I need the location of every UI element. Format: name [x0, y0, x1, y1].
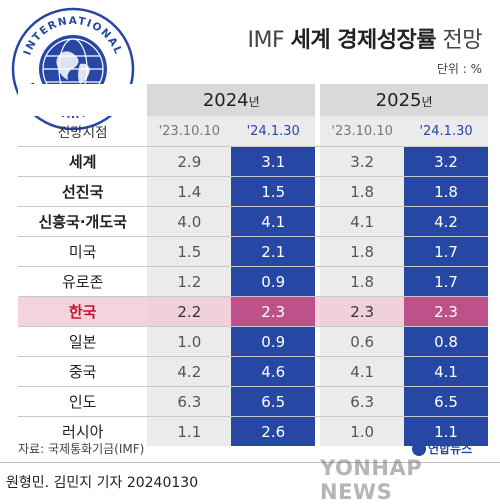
column-gap	[315, 386, 321, 416]
yonhap-logo-text: 연합뉴스	[428, 442, 473, 456]
value-cell-2025-new: 1.7	[404, 236, 488, 266]
value-cell-2024-new: 4.1	[231, 206, 316, 236]
year-2024: 2024	[202, 89, 249, 111]
year-header-2025: 2025년	[320, 84, 488, 116]
value-cell-2024-prev: 1.4	[147, 176, 232, 206]
value-cell-2024-prev: 4.0	[147, 206, 232, 236]
value-cell-2025-prev: 1.8	[320, 236, 405, 266]
column-gap	[315, 84, 321, 116]
column-gap	[315, 296, 321, 326]
yonhap-logo: 연합뉴스	[412, 440, 472, 457]
value-cell-2025-prev: 1.8	[320, 266, 405, 296]
value-cell-2025-prev: 4.1	[320, 356, 405, 386]
row-label: 세계	[18, 146, 148, 176]
forecast-date-row: 전망시점 '23.10.10 '24.1.30 '23.10.10 '24.1.…	[18, 116, 488, 146]
value-cell-2024-prev: 4.2	[147, 356, 232, 386]
row-label: 한국	[18, 296, 148, 326]
row-label: 미국	[18, 236, 148, 266]
source-note: 자료: 국제통화기금(IMF)	[18, 442, 145, 456]
table-row: 일본 1.0 0.9 0.6 0.8	[18, 326, 488, 356]
value-cell-2024-prev: 2.9	[147, 146, 232, 176]
column-gap	[315, 116, 321, 146]
title-main: 세계 경제성장률	[290, 28, 437, 53]
value-cell-2024-prev: 6.3	[147, 386, 232, 416]
value-cell-2025-prev: 1.0	[320, 416, 405, 446]
table-row: 신흥국·개도국 4.0 4.1 4.1 4.2	[18, 206, 488, 236]
value-cell-2024-new: 4.6	[231, 356, 316, 386]
watermark: YONHAP NEWS	[320, 456, 423, 504]
value-cell-2024-new: 0.9	[231, 326, 316, 356]
value-cell-2025-new: 1.7	[404, 266, 488, 296]
value-cell-2024-prev: 1.0	[147, 326, 232, 356]
value-cell-2024-new: 0.9	[231, 266, 316, 296]
table-row: 유로존 1.2 0.9 1.8 1.7	[18, 266, 488, 296]
column-gap	[315, 206, 321, 236]
row-label: 신흥국·개도국	[18, 206, 148, 236]
year-suffix-2025: 년	[421, 94, 433, 109]
value-cell-2025-new: 3.2	[404, 146, 488, 176]
date-2024-prev: '23.10.10	[147, 116, 232, 146]
row-label: 인도	[18, 386, 148, 416]
table-row: 러시아 1.1 2.6 1.0 1.1	[18, 416, 488, 446]
row-label: 중국	[18, 356, 148, 386]
value-cell-2024-prev: 1.2	[147, 266, 232, 296]
value-cell-2024-prev: 2.2	[147, 296, 232, 326]
title-suffix: 전망	[442, 28, 483, 53]
year-header-2024: 2024년	[147, 84, 316, 116]
value-cell-2024-new: 6.5	[231, 386, 316, 416]
row-label: 러시아	[18, 416, 148, 446]
value-cell-2025-prev: 2.3	[320, 296, 405, 326]
year-suffix-2024: 년	[248, 94, 260, 109]
value-cell-2025-new: 4.1	[404, 356, 488, 386]
table-row: 선진국 1.4 1.5 1.8 1.8	[18, 176, 488, 206]
table-row: 중국 4.2 4.6 4.1 4.1	[18, 356, 488, 386]
value-cell-2025-prev: 4.1	[320, 206, 405, 236]
value-cell-2025-new: 4.2	[404, 206, 488, 236]
byline: 원형민. 김민지 기자 20240130	[6, 475, 199, 491]
table-row: 인도 6.3 6.5 6.3 6.5	[18, 386, 488, 416]
forecast-table: 2024년 2025년 전망시점 '23.10.10 '24.1.30 '23.…	[18, 84, 488, 446]
footer-divider	[0, 462, 500, 463]
date-2025-prev: '23.10.10	[320, 116, 405, 146]
value-cell-2024-new: 2.1	[231, 236, 316, 266]
value-cell-2024-new: 1.5	[231, 176, 316, 206]
row-header-label: 전망시점	[57, 125, 108, 141]
value-cell-2025-prev: 3.2	[320, 146, 405, 176]
corner-cell	[18, 84, 148, 116]
column-gap	[315, 356, 321, 386]
table-row: 세계 2.9 3.1 3.2 3.2	[18, 146, 488, 176]
title-prefix: IMF	[247, 28, 285, 53]
column-gap	[315, 326, 321, 356]
value-cell-2025-new: 6.5	[404, 386, 488, 416]
table-row: 한국 2.2 2.3 2.3 2.3	[18, 296, 488, 326]
value-cell-2024-new: 3.1	[231, 146, 316, 176]
row-label: 선진국	[18, 176, 148, 206]
row-label: 일본	[18, 326, 148, 356]
column-gap	[315, 146, 321, 176]
table-row: 미국 1.5 2.1 1.8 1.7	[18, 236, 488, 266]
value-cell-2025-new: 1.1	[404, 416, 488, 446]
value-cell-2024-prev: 1.5	[147, 236, 232, 266]
column-gap	[315, 176, 321, 206]
column-gap	[315, 266, 321, 296]
date-2024-new: '24.1.30	[231, 116, 316, 146]
value-cell-2025-new: 2.3	[404, 296, 488, 326]
value-cell-2025-prev: 1.8	[320, 176, 405, 206]
value-cell-2025-prev: 6.3	[320, 386, 405, 416]
row-label: 유로존	[18, 266, 148, 296]
chart-title: IMF 세계 경제성장률 전망	[247, 22, 483, 54]
value-cell-2024-new: 2.6	[231, 416, 316, 446]
value-cell-2025-prev: 0.6	[320, 326, 405, 356]
column-gap	[315, 236, 321, 266]
column-gap	[315, 416, 321, 446]
value-cell-2024-new: 2.3	[231, 296, 316, 326]
year-2025: 2025	[375, 89, 422, 111]
date-2025-new: '24.1.30	[404, 116, 488, 146]
value-cell-2024-prev: 1.1	[147, 416, 232, 446]
unit-label: 단위 : %	[436, 62, 482, 76]
value-cell-2025-new: 0.8	[404, 326, 488, 356]
value-cell-2025-new: 1.8	[404, 176, 488, 206]
yonhap-mark-icon	[412, 442, 426, 456]
